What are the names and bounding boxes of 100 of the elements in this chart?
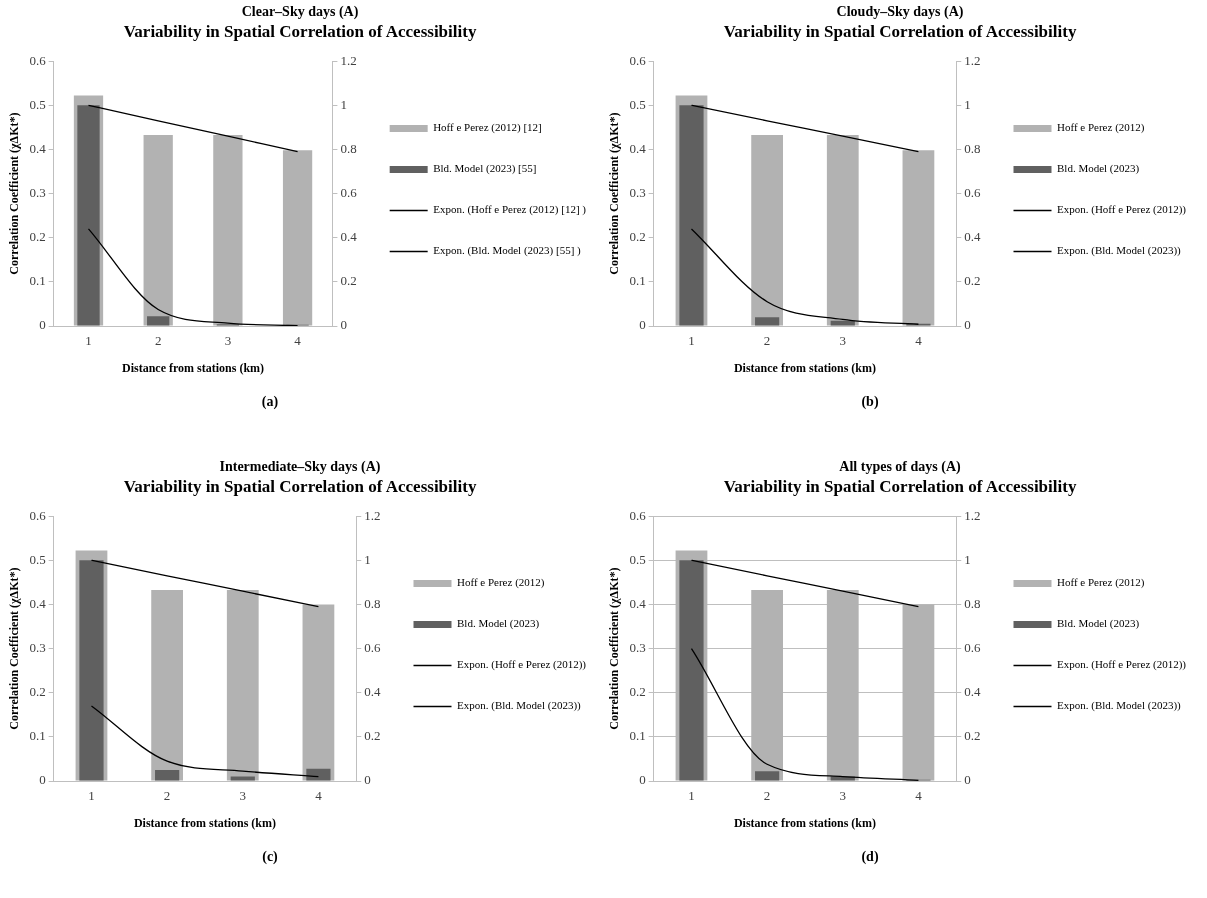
y-tick-label: 0.1 bbox=[629, 728, 646, 744]
y2-tick-label: 0.4 bbox=[340, 229, 358, 245]
legend-label: Expon. (Bld. Model (2023) [55] ) bbox=[433, 244, 582, 258]
y2-tick-label: 0.8 bbox=[964, 140, 981, 156]
legend-label: Hoff e Perez (2012) bbox=[457, 576, 545, 590]
y-tick-label: 0.1 bbox=[29, 728, 46, 744]
y2-tick-label: 0.8 bbox=[340, 140, 357, 156]
x-axis-title: Distance from stations (km) bbox=[133, 815, 276, 830]
y2-tick-label: 0.2 bbox=[964, 728, 981, 744]
legend-label: Expon. (Hoff e Perez (2012) [12] ) bbox=[433, 203, 587, 217]
y-tick-label: 0.4 bbox=[629, 140, 647, 156]
y2-tick-label: 0.6 bbox=[964, 640, 981, 656]
y-tick-label: 0.2 bbox=[629, 229, 646, 245]
x-tick-label: 1 bbox=[688, 333, 695, 349]
y2-tick-label: 0.6 bbox=[364, 640, 381, 656]
legend-label: Expon. (Hoff e Perez (2012)) bbox=[1057, 658, 1187, 672]
y-tick-label: 0 bbox=[639, 772, 646, 788]
text: (d) bbox=[860, 849, 880, 865]
y-tick-label: 0.6 bbox=[629, 507, 647, 523]
x-tick-label: 3 bbox=[839, 333, 847, 349]
y2-tick-label: 0.8 bbox=[964, 595, 981, 611]
text: (b) bbox=[860, 394, 880, 410]
y-tick-label: 0.6 bbox=[29, 507, 47, 523]
y-tick-label: 0 bbox=[639, 317, 646, 333]
y2-tick-label: 0 bbox=[964, 317, 971, 333]
y2-tick-label: 1.2 bbox=[964, 52, 981, 68]
y-tick-label: 0.2 bbox=[29, 229, 46, 245]
chart-subtitle: Variability in Spatial Correlation of Accessibility bbox=[723, 22, 1077, 42]
y-tick-label: 0.5 bbox=[29, 551, 46, 567]
y-tick-label: 0.6 bbox=[629, 52, 647, 68]
x-tick-label: 3 bbox=[239, 788, 247, 804]
legend-label: Hoff e Perez (2012) bbox=[1057, 121, 1145, 135]
text: (c) bbox=[261, 849, 279, 865]
y-tick-label: 0.4 bbox=[29, 595, 47, 611]
x-tick-label: 1 bbox=[88, 788, 95, 804]
x-axis-title: Distance from stations (km) bbox=[733, 360, 876, 375]
legend-label: Expon. (Bld. Model (2023)) bbox=[1057, 244, 1182, 258]
y2-tick-label: 0.4 bbox=[364, 684, 381, 700]
chart-title: All types of days (A) bbox=[839, 459, 961, 476]
x-tick-label: 4 bbox=[915, 333, 923, 349]
y2-tick-label: 1 bbox=[964, 96, 971, 112]
x-tick-label: 3 bbox=[224, 333, 232, 349]
y-tick-label: 0.4 bbox=[629, 595, 647, 611]
y-tick-label: 0.5 bbox=[629, 96, 646, 112]
legend-label: Hoff e Perez (2012) bbox=[1057, 576, 1145, 590]
y2-tick-label: 0 bbox=[964, 772, 971, 788]
y-tick-label: 0.3 bbox=[29, 640, 46, 656]
y2-tick-label: 0.2 bbox=[364, 728, 381, 744]
y-tick-label: 0 bbox=[39, 317, 46, 333]
x-tick-label: 1 bbox=[85, 333, 92, 349]
x-tick-label: 3 bbox=[839, 788, 847, 804]
y2-tick-label: 0.6 bbox=[964, 185, 981, 201]
legend-label: Bld. Model (2023) bbox=[457, 617, 540, 631]
y-tick-label: 0.2 bbox=[629, 684, 646, 700]
y2-tick-label: 0.4 bbox=[964, 684, 981, 700]
y-axis-title: Correlation Coefficient (χΔKt*) bbox=[607, 567, 622, 730]
x-tick-label: 2 bbox=[154, 333, 162, 349]
legend-label: Expon. (Bld. Model (2023)) bbox=[457, 699, 582, 713]
legend-label: Bld. Model (2023) bbox=[1057, 617, 1140, 631]
legend-label: Expon. (Bld. Model (2023)) bbox=[1057, 699, 1182, 713]
y-tick-label: 0.3 bbox=[629, 185, 646, 201]
legend-label: Hoff e Perez (2012) [12] bbox=[433, 121, 542, 135]
x-tick-label: 2 bbox=[763, 788, 771, 804]
x-tick-label: 4 bbox=[315, 788, 323, 804]
y-axis-title: Correlation Coefficient (χΔKt*) bbox=[607, 112, 622, 275]
y-tick-label: 0.4 bbox=[29, 140, 47, 156]
y2-tick-label: 0.2 bbox=[964, 273, 981, 289]
chart-title: Cloudy–Sky days (A) bbox=[836, 4, 964, 21]
legend-label: Expon. (Hoff e Perez (2012)) bbox=[1057, 203, 1187, 217]
y2-tick-label: 1.2 bbox=[340, 52, 357, 68]
x-tick-label: 4 bbox=[915, 788, 923, 804]
y2-tick-label: 0 bbox=[364, 772, 371, 788]
y2-tick-label: 0 bbox=[340, 317, 347, 333]
y-tick-label: 0 bbox=[39, 772, 46, 788]
y2-tick-label: 0.8 bbox=[364, 595, 381, 611]
chart-subtitle: Variability in Spatial Correlation of Accessibility bbox=[723, 477, 1077, 497]
y-tick-label: 0.5 bbox=[629, 551, 646, 567]
chart-title: Clear–Sky days (A) bbox=[241, 4, 359, 21]
y-tick-label: 0.3 bbox=[629, 640, 646, 656]
y2-tick-label: 1 bbox=[340, 96, 347, 112]
legend-label: Bld. Model (2023) bbox=[1057, 162, 1140, 176]
y-tick-label: 0.1 bbox=[29, 273, 46, 289]
y2-tick-label: 1.2 bbox=[964, 507, 981, 523]
text: (a) bbox=[260, 394, 280, 410]
y2-tick-label: 0.4 bbox=[964, 229, 981, 245]
legend-label: Expon. (Hoff e Perez (2012)) bbox=[457, 658, 587, 672]
y-tick-label: 0.1 bbox=[629, 273, 646, 289]
chart-subtitle: Variability in Spatial Correlation of Accessibility bbox=[123, 22, 477, 42]
y-tick-label: 0.2 bbox=[29, 684, 46, 700]
x-tick-label: 2 bbox=[163, 788, 171, 804]
y2-tick-label: 1 bbox=[964, 551, 971, 567]
y-axis-title: Correlation Coefficient (χΔKt*) bbox=[7, 112, 22, 275]
y-tick-label: 0.5 bbox=[29, 96, 46, 112]
legend-label: Bld. Model (2023) [55] bbox=[433, 162, 537, 176]
x-tick-label: 2 bbox=[763, 333, 771, 349]
chart-title: Intermediate–Sky days (A) bbox=[219, 459, 381, 476]
y2-tick-label: 0.6 bbox=[340, 185, 358, 201]
y-axis-title: Correlation Coefficient (χΔKt*) bbox=[7, 567, 22, 730]
y2-tick-label: 0.2 bbox=[340, 273, 357, 289]
chart-subtitle: Variability in Spatial Correlation of Accessibility bbox=[123, 477, 477, 497]
